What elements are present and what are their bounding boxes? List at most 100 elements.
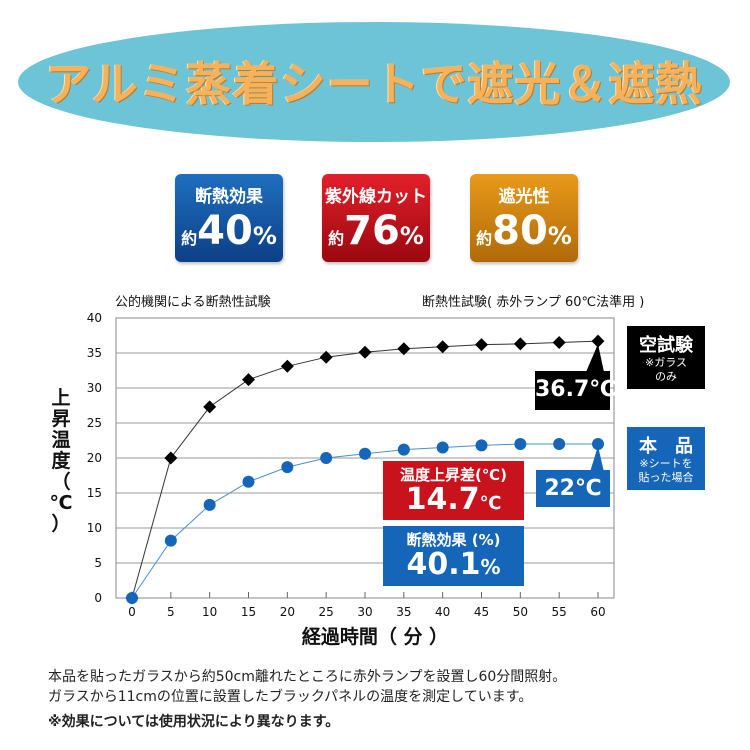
y-tick-label: 10 [87,521,102,535]
y-axis-label-char: 昇 [51,408,71,430]
x-tick-label: 50 [513,605,528,619]
badge-prefix: 約 [476,229,493,248]
data-point-product [203,498,216,511]
data-point-product [359,447,371,460]
y-axis-label-char: 温 [51,429,71,451]
y-tick-label: 25 [87,416,102,430]
badge-title: 紫外線カット [325,187,427,207]
diff-label: 温度上昇差(℃) [400,466,507,484]
data-point-product [436,441,449,454]
product-end-value: 22℃ [544,476,602,501]
legend-product-note2: 貼った場合 [638,471,694,484]
product-callout-pointer [590,446,604,472]
y-tick-label: 5 [94,556,102,570]
data-point-blank [164,451,178,465]
diff-value-wrap: 14.7℃ [383,482,524,517]
legend-product-note1: ※シートを [639,457,693,470]
data-point-blank [358,345,372,359]
y-axis-label: 上昇温度（℃） [46,388,76,535]
data-point-product [281,461,294,474]
chart-subtitle-left: 公的機関による断熱性試験 [115,295,271,310]
data-point-blank [397,342,411,356]
badge-prefix: 約 [181,229,198,248]
note-line-1: 本品を貼ったガラスから約50cm離れたところに赤外ランプを設置し60分間照射。 [48,669,567,685]
effect-value-wrap: 40.1% [383,547,524,582]
y-tick-label: 35 [87,346,102,360]
x-tick-label: 20 [280,605,295,619]
effect-unit: % [480,555,501,579]
x-tick-label: 10 [202,605,217,619]
x-tick-label: 5 [167,605,175,619]
data-point-blank [203,400,217,414]
data-point-product [126,592,138,604]
data-point-blank [513,337,527,351]
data-point-product [475,439,488,452]
badge-unit: % [399,222,424,250]
legend-product-box [627,427,705,490]
banner-title: アルミ蒸着シートで遮光＆遮熱 [45,57,703,111]
y-axis-label-char: ） [51,513,71,535]
x-tick-label: 35 [396,605,411,619]
chart-subtitle-right: 断熱性試験( 赤外ランプ 60℃法準用 ) [422,295,645,310]
blank-callout-box [535,371,610,410]
data-point-product [397,443,410,456]
blank-end-value: 36.7℃ [535,377,616,402]
diff-unit: ℃ [479,493,502,514]
data-point-blank [475,338,488,352]
x-tick-label: 60 [590,605,605,619]
data-point-blank [242,373,255,387]
badge-uv-cut: 紫外線カット 約76% [322,174,430,262]
data-point-blank [280,359,294,373]
x-tick-label: 30 [357,605,372,619]
data-point-blank [436,340,450,354]
x-tick-label: 15 [241,605,256,619]
badge-value: 80 [492,208,548,254]
badge-shading: 遮光性 約80% [470,174,578,262]
note-line-2: ガラスから11cmの位置に設置したブラックパネルの温度を測定しています。 [48,689,533,705]
effect-box [383,526,524,586]
badge-insulation: 断熱効果 約40% [175,174,283,262]
x-tick-label: 25 [319,605,334,619]
legend-blank-note2: のみ [655,370,677,383]
badge-title: 遮光性 [498,187,550,207]
data-point-product [592,438,604,450]
x-tick-label: 55 [552,605,567,619]
data-point-product [514,438,527,450]
y-tick-label: 0 [94,591,102,605]
x-axis-label: 経過時間（ 分 ） [301,626,449,648]
legend-blank-note1: ※ガラス [645,356,687,369]
data-point-blank [591,334,605,348]
data-point-blank [319,350,333,364]
y-tick-label: 30 [87,381,102,395]
badge-title: 断熱効果 [195,187,263,207]
title-banner [18,22,730,142]
data-point-product [242,475,255,488]
blank-callout-pointer [586,344,604,372]
y-axis-label-char: （ [51,471,71,493]
y-tick-label: 40 [87,311,102,325]
effect-value: 40.1 [406,547,481,582]
y-tick-label: 15 [87,486,102,500]
effect-label: 断熱効果 (%) [406,531,501,549]
note-line-3: ※効果については使用状況により異なります。 [48,714,340,730]
data-point-blank [552,336,566,349]
diff-value: 14.7 [405,482,480,517]
badge-unit: % [252,222,277,250]
legend-product-title: 本 品 [639,436,693,457]
y-axis-label-char: ℃ [49,492,73,514]
legend-blank-title: 空試験 [639,335,693,356]
badge-unit: % [547,222,572,250]
product-callout-box [536,470,610,507]
x-tick-label: 0 [128,605,136,619]
legend-blank-box [627,326,705,389]
data-point-product [553,438,566,450]
x-tick-label: 45 [474,605,489,619]
data-point-product [164,534,177,547]
badge-value: 76 [344,208,400,254]
y-tick-label: 20 [87,451,102,465]
y-axis-label-char: 上 [51,387,71,409]
y-axis-label-char: 度 [51,450,71,472]
diff-box [383,461,524,520]
badge-prefix: 約 [328,229,345,248]
